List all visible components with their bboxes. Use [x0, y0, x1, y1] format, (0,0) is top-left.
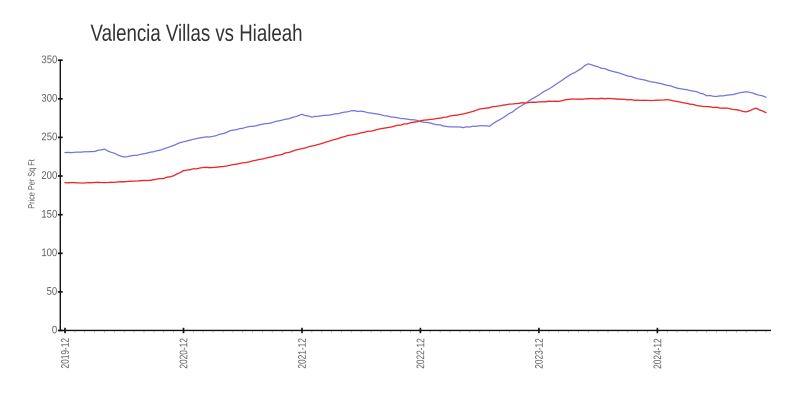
svg-text:2021-12: 2021-12: [297, 338, 309, 369]
svg-text:250: 250: [41, 131, 57, 143]
svg-text:150: 150: [41, 209, 57, 221]
svg-text:2019-12: 2019-12: [60, 338, 72, 369]
svg-text:Valencia Villas vs Hialeah: Valencia Villas vs Hialeah: [90, 20, 302, 46]
svg-text:0: 0: [52, 324, 57, 336]
svg-text:100: 100: [41, 247, 57, 259]
svg-text:200: 200: [41, 170, 57, 182]
svg-text:2023-12: 2023-12: [534, 338, 546, 369]
svg-text:300: 300: [41, 93, 57, 105]
svg-text:Price Per Sq Ft: Price Per Sq Ft: [27, 159, 37, 209]
svg-text:350: 350: [41, 54, 57, 66]
svg-text:2022-12: 2022-12: [415, 338, 427, 369]
svg-text:50: 50: [47, 286, 58, 298]
svg-text:2024-12: 2024-12: [652, 338, 664, 369]
svg-text:2020-12: 2020-12: [178, 338, 190, 369]
